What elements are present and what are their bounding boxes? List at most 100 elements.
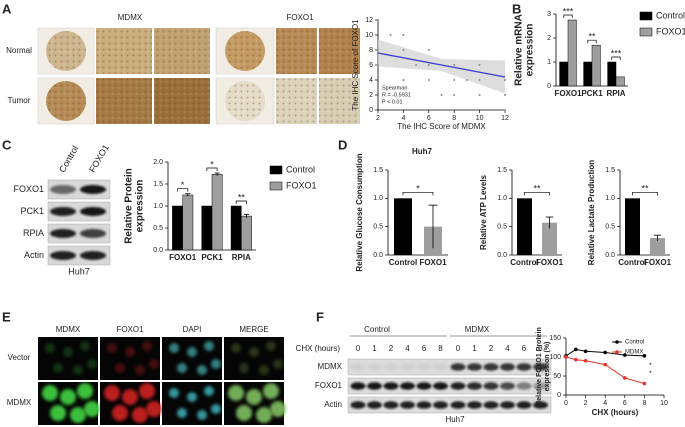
point xyxy=(427,79,430,81)
axis-label: expression xyxy=(525,24,536,77)
annotation: R = -0.5931 xyxy=(382,92,411,98)
x-tick-label: FOXO1 xyxy=(536,258,564,267)
tissue-texture xyxy=(225,81,265,121)
y-tick-label: 1.5 xyxy=(605,167,615,174)
y-tick-label: 0.5 xyxy=(153,225,163,232)
axis-label: Relative FOXO1 Protein xyxy=(536,327,543,406)
blot-band xyxy=(80,251,106,260)
x-tick-label: 4 xyxy=(603,400,607,407)
point xyxy=(377,19,379,21)
significance-bracket xyxy=(587,39,597,44)
column-header: MERGE xyxy=(239,325,268,334)
point xyxy=(415,64,418,66)
blot-band xyxy=(80,229,106,238)
panel-letter: D xyxy=(338,137,347,152)
point xyxy=(478,94,481,96)
cell xyxy=(146,401,162,417)
bar xyxy=(625,198,640,255)
hour-label: 1 xyxy=(472,344,477,353)
x-tick-label: 12 xyxy=(501,115,509,122)
cell xyxy=(231,343,241,353)
axis-label: Relative mRNA xyxy=(514,14,525,86)
cell xyxy=(177,408,187,418)
point xyxy=(427,49,430,51)
blot-band xyxy=(416,363,432,371)
point xyxy=(642,354,647,358)
column-header: MDMX xyxy=(56,325,81,334)
blot-band xyxy=(367,382,382,390)
bar xyxy=(650,238,665,255)
legend-marker xyxy=(615,350,619,354)
y-tick-label: 10 xyxy=(365,32,373,39)
legend-swatch xyxy=(639,11,653,21)
blot-strip xyxy=(47,223,111,244)
cell xyxy=(263,383,279,399)
legend-label: Control xyxy=(625,340,644,346)
cell xyxy=(270,401,286,417)
hour-label: 0 xyxy=(356,344,361,353)
axis-label: Relative ATP Levels xyxy=(479,174,488,250)
blot-band xyxy=(50,229,76,238)
hour-label: 1 xyxy=(372,344,377,353)
point xyxy=(504,109,506,111)
blot-strip xyxy=(347,396,552,414)
point xyxy=(389,34,392,36)
cell xyxy=(273,359,283,369)
x-tick-label: FOXO1 xyxy=(554,89,582,98)
blot-band xyxy=(450,363,466,371)
column-header: DAPI xyxy=(183,325,202,334)
ihc-texture xyxy=(96,78,152,124)
legend-swatch xyxy=(269,165,283,175)
x-tick-label: FOXO1 xyxy=(419,258,447,267)
legend-swatch xyxy=(269,181,283,191)
y-tick-label: 1.0 xyxy=(153,203,163,210)
group-label: MDMX xyxy=(465,325,490,334)
significance-bracket xyxy=(563,14,573,18)
bar xyxy=(211,174,223,251)
ihc-texture xyxy=(154,28,210,74)
blot-band xyxy=(350,401,366,409)
cell xyxy=(80,341,90,351)
series-line xyxy=(565,348,645,357)
cell xyxy=(197,365,207,375)
blot-band xyxy=(500,363,515,371)
blot-strip xyxy=(47,245,111,266)
x-tick-label: 2 xyxy=(584,400,588,407)
blot-band xyxy=(533,401,548,409)
legend-label: FOXO1 xyxy=(286,180,317,190)
cell xyxy=(266,341,276,351)
y-tick-label: 2 xyxy=(369,92,373,99)
x-tick-label: 2 xyxy=(376,115,380,122)
cell xyxy=(107,343,117,353)
row-label: Vector xyxy=(8,353,31,362)
bar xyxy=(615,76,625,87)
cell xyxy=(249,347,259,357)
row-label: FOXO1 xyxy=(13,184,44,194)
point xyxy=(453,94,456,96)
bar xyxy=(559,61,569,87)
cell xyxy=(169,388,179,398)
row-label: Actin xyxy=(24,250,44,260)
significance-label: * xyxy=(416,184,420,194)
y-tick-label: 2.0 xyxy=(153,159,163,166)
cell xyxy=(135,365,145,375)
blot-band xyxy=(516,401,532,409)
legend-label: MDMX xyxy=(625,350,643,356)
bar xyxy=(607,61,617,87)
panel-letter: F xyxy=(316,309,324,324)
point xyxy=(504,79,506,81)
cell xyxy=(84,401,100,417)
x-tick-label: Control xyxy=(389,258,417,267)
blot-band xyxy=(80,207,106,216)
blot-band xyxy=(483,401,499,409)
y-tick-label: 0.0 xyxy=(497,252,507,259)
significance-bracket xyxy=(632,191,658,196)
bar xyxy=(542,222,557,255)
x-tick-label: 0 xyxy=(564,400,568,407)
point xyxy=(377,64,379,66)
y-tick-label: 0.0 xyxy=(605,252,615,259)
blot-band xyxy=(467,363,482,371)
significance-label: ** xyxy=(533,184,541,194)
